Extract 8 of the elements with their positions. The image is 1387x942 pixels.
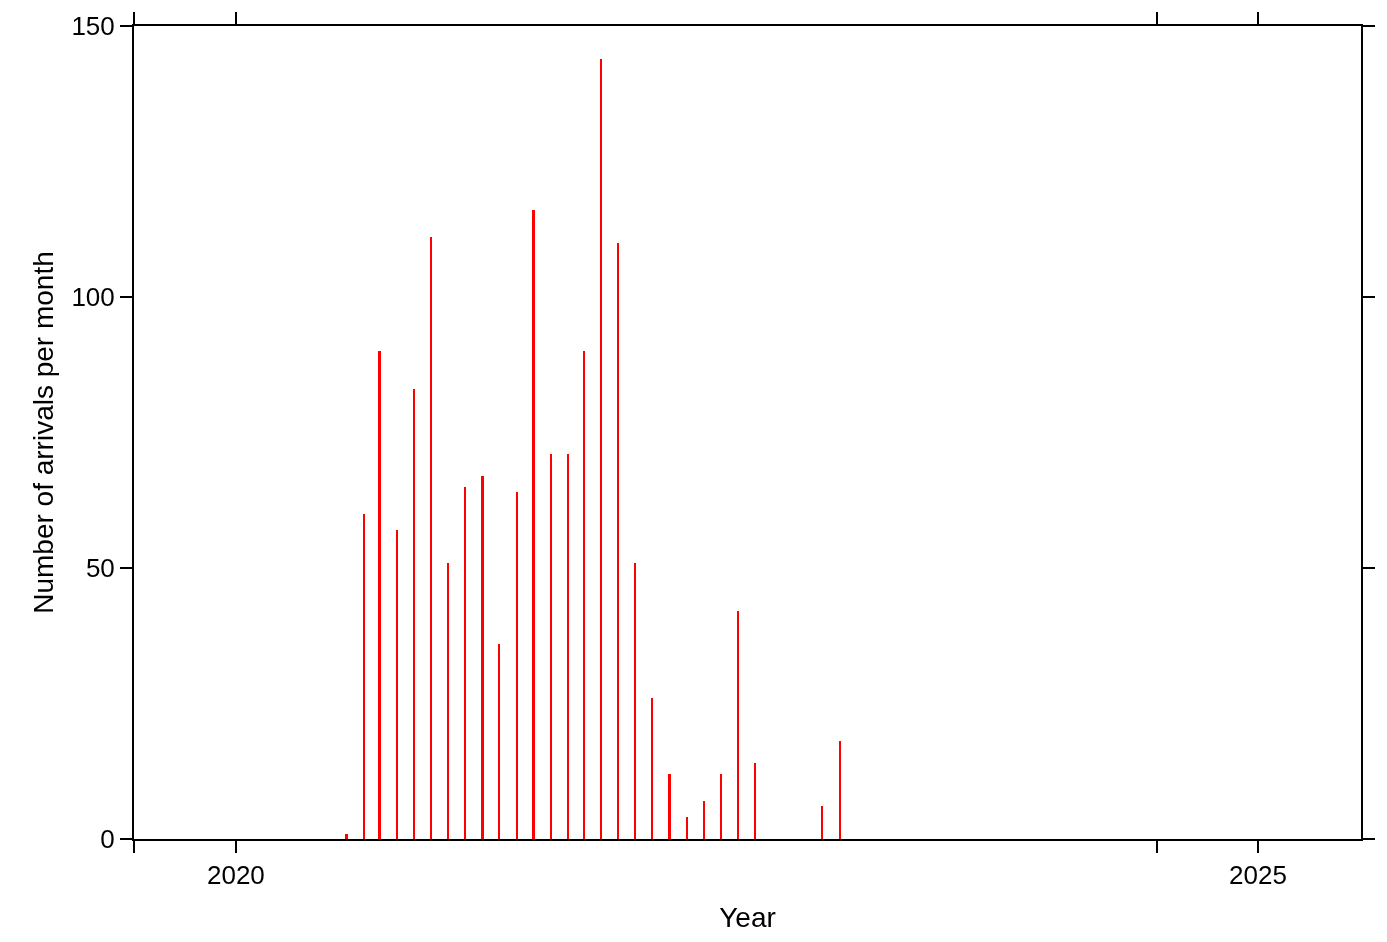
y-tick-label: 0 bbox=[100, 824, 115, 855]
x-tick-label: 2025 bbox=[1229, 860, 1287, 891]
y-tick-label: 150 bbox=[71, 11, 115, 42]
y-tick-label: 50 bbox=[85, 553, 115, 584]
x-tick-label: 2020 bbox=[206, 860, 265, 891]
x-axis-title: Year bbox=[719, 901, 776, 933]
y-axis-title: Number of arrivals per month bbox=[27, 251, 59, 614]
y-tick-label: 100 bbox=[71, 282, 115, 313]
